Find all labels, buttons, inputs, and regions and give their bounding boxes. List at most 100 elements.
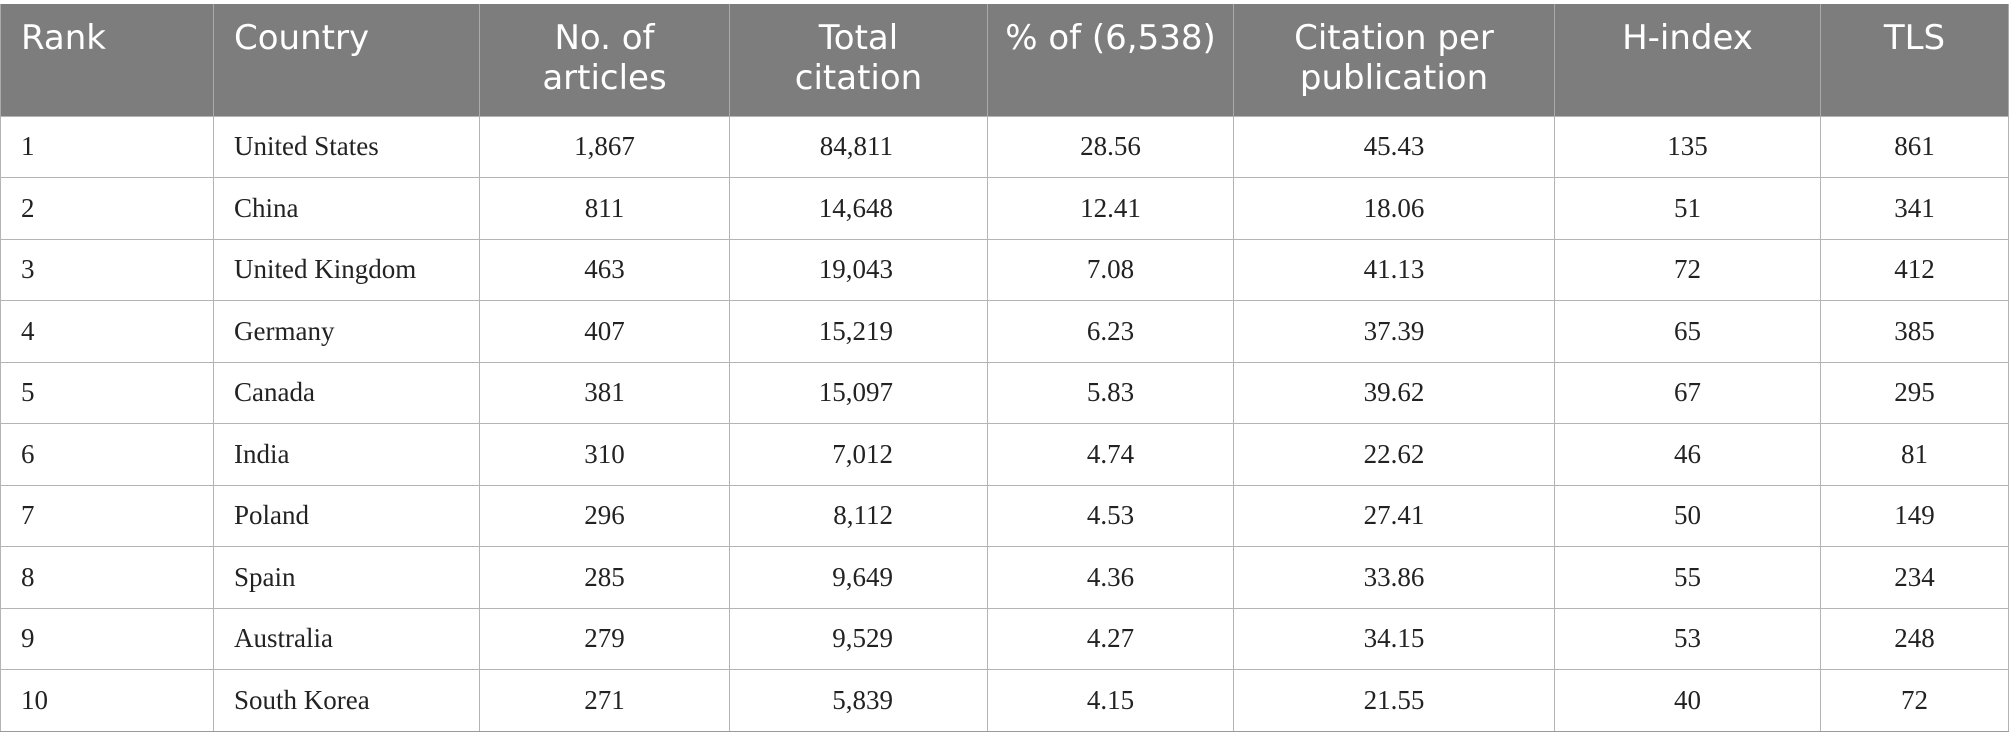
cell-total-citation: 84,811 [729,115,988,178]
cell-articles: 279 [479,607,730,670]
cell-rank: 10 [0,669,214,732]
cell-percent: 7.08 [987,238,1234,301]
cell-citation-per-publication: 22.62 [1233,423,1555,486]
cell-citation-per-publication: 41.13 [1233,238,1555,301]
header-articles-line2: articles [542,58,667,98]
cell-total-citation: 7,012 [729,423,988,486]
header-tls: TLS [1820,4,2009,116]
cell-hindex: 65 [1554,300,1821,363]
header-cpp-line1: Citation per [1294,18,1494,58]
table-row: 1 United States 1,867 84,811 28.56 45.43 135 86… [0,115,2009,178]
table-row: 4 Germany 407 15,219 6.23 37.39 65 385 [0,300,2009,363]
cell-rank: 8 [0,546,214,609]
cell-total-citation: 8,112 [729,484,988,547]
header-rank: Rank [0,4,214,116]
table-row: 9 Australia 279 9,529 4.27 34.15 53 248 [0,607,2009,670]
cell-percent: 5.83 [987,361,1234,424]
cell-tls: 861 [1820,115,2009,178]
cell-rank: 7 [0,484,214,547]
table-row: 3 United Kingdom 463 19,043 7.08 41.13 72 412 [0,238,2009,301]
cell-articles: 463 [479,238,730,301]
header-citation-line2: citation [794,58,923,98]
table-row: 7 Poland 296 8,112 4.53 27.41 50 149 [0,484,2009,547]
header-tls-label: TLS [1883,18,1946,58]
header-percent: % of (6,538) [987,4,1234,116]
cell-articles: 285 [479,546,730,609]
header-hindex-label: H-index [1622,18,1753,58]
country-table-container: Rank Country No. of articles Total citatio… [0,4,2009,732]
cell-hindex: 40 [1554,669,1821,732]
cell-country: Canada [213,361,480,424]
cell-hindex: 46 [1554,423,1821,486]
table-row: 6 India 310 7,012 4.74 22.62 46 81 [0,423,2009,486]
cell-hindex: 55 [1554,546,1821,609]
cell-total-citation: 5,839 [729,669,988,732]
cell-hindex: 50 [1554,484,1821,547]
header-hindex: H-index [1554,4,1821,116]
header-total-citation: Total citation [729,4,988,116]
cell-total-citation: 19,043 [729,238,988,301]
table-row: 5 Canada 381 15,097 5.83 39.62 67 295 [0,361,2009,424]
cell-hindex: 53 [1554,607,1821,670]
cell-percent: 6.23 [987,300,1234,363]
cell-tls: 81 [1820,423,2009,486]
cell-rank: 3 [0,238,214,301]
cell-total-citation: 9,649 [729,546,988,609]
cell-citation-per-publication: 37.39 [1233,300,1555,363]
cell-percent: 4.15 [987,669,1234,732]
cell-total-citation: 14,648 [729,177,988,240]
cell-rank: 1 [0,115,214,178]
cell-rank: 9 [0,607,214,670]
header-articles: No. of articles [479,4,730,116]
header-citation-per-publication: Citation per publication [1233,4,1555,116]
cell-tls: 412 [1820,238,2009,301]
cell-percent: 4.27 [987,607,1234,670]
cell-citation-per-publication: 33.86 [1233,546,1555,609]
cell-citation-per-publication: 45.43 [1233,115,1555,178]
cell-tls: 341 [1820,177,2009,240]
cell-country: Spain [213,546,480,609]
header-country-label: Country [234,18,370,58]
country-ranking-table: Rank Country No. of articles Total citatio… [0,4,2009,732]
table-body: 1 United States 1,867 84,811 28.56 45.43 135 86… [0,115,2009,732]
cell-citation-per-publication: 39.62 [1233,361,1555,424]
header-row: Rank Country No. of articles Total citatio… [0,4,2009,116]
cell-articles: 271 [479,669,730,732]
cell-percent: 4.53 [987,484,1234,547]
header-country: Country [213,4,480,116]
header-percent-label: % of (6,538) [1005,18,1216,58]
cell-tls: 149 [1820,484,2009,547]
cell-rank: 2 [0,177,214,240]
cell-country: Australia [213,607,480,670]
header-rank-label: Rank [21,18,106,58]
cell-country: South Korea [213,669,480,732]
cell-total-citation: 15,219 [729,300,988,363]
cell-total-citation: 9,529 [729,607,988,670]
cell-country: United Kingdom [213,238,480,301]
cell-tls: 295 [1820,361,2009,424]
cell-articles: 811 [479,177,730,240]
cell-hindex: 51 [1554,177,1821,240]
cell-citation-per-publication: 34.15 [1233,607,1555,670]
header-articles-line1: No. of [554,18,655,58]
cell-tls: 234 [1820,546,2009,609]
cell-articles: 381 [479,361,730,424]
table-row: 8 Spain 285 9,649 4.36 33.86 55 234 [0,546,2009,609]
header-citation-line1: Total [818,18,899,58]
cell-articles: 296 [479,484,730,547]
table-row: 10 South Korea 271 5,839 4.15 21.55 40 72 [0,669,2009,732]
cell-country: India [213,423,480,486]
cell-citation-per-publication: 21.55 [1233,669,1555,732]
table-header: Rank Country No. of articles Total citatio… [0,4,2009,116]
cell-rank: 4 [0,300,214,363]
cell-tls: 248 [1820,607,2009,670]
cell-percent: 28.56 [987,115,1234,178]
cell-citation-per-publication: 27.41 [1233,484,1555,547]
cell-articles: 1,867 [479,115,730,178]
cell-hindex: 72 [1554,238,1821,301]
cell-articles: 407 [479,300,730,363]
cell-percent: 12.41 [987,177,1234,240]
cell-rank: 5 [0,361,214,424]
cell-percent: 4.36 [987,546,1234,609]
table-row: 2 China 811 14,648 12.41 18.06 51 341 [0,177,2009,240]
